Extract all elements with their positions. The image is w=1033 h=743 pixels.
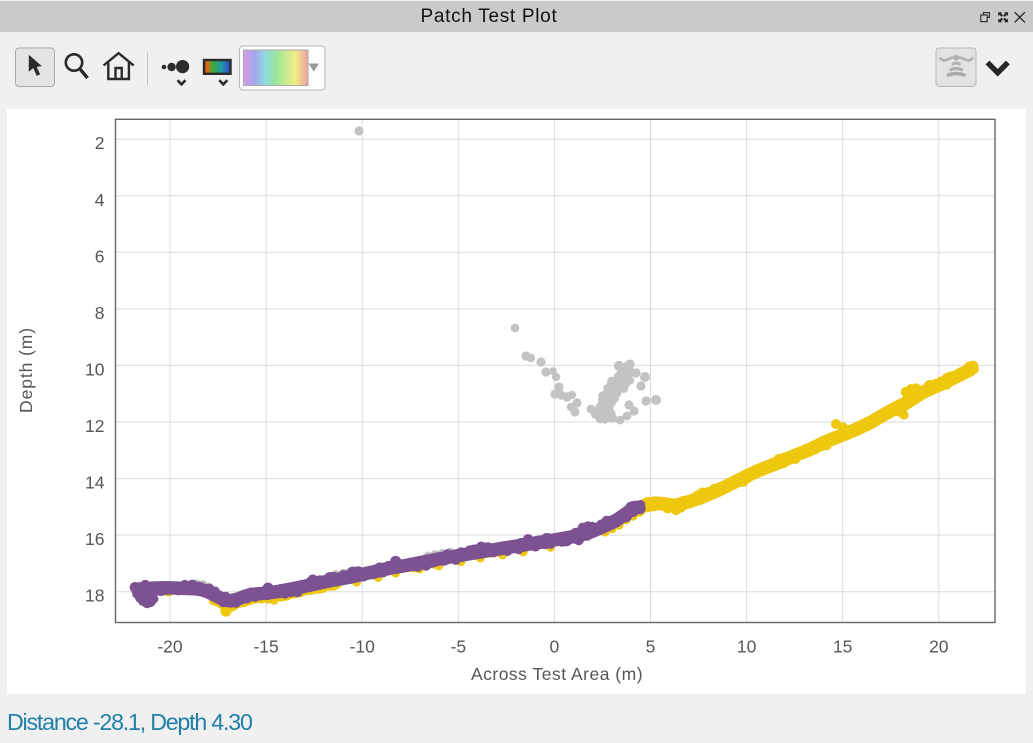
svg-text:10: 10: [737, 636, 757, 656]
svg-text:5: 5: [646, 636, 656, 656]
svg-text:2: 2: [95, 133, 105, 153]
svg-text:4: 4: [95, 190, 105, 210]
svg-text:8: 8: [95, 303, 105, 323]
svg-text:12: 12: [85, 416, 104, 436]
svg-text:18: 18: [85, 586, 104, 606]
svg-text:Depth (m): Depth (m): [16, 327, 36, 413]
svg-text:20: 20: [929, 636, 949, 656]
svg-text:Across Test Area (m): Across Test Area (m): [471, 664, 643, 684]
svg-text:14: 14: [85, 473, 105, 493]
svg-text:6: 6: [95, 246, 105, 266]
svg-text:10: 10: [85, 359, 105, 379]
svg-text:-15: -15: [253, 636, 278, 656]
svg-text:-20: -20: [157, 636, 183, 656]
svg-text:-5: -5: [451, 636, 467, 656]
svg-text:0: 0: [550, 636, 560, 656]
svg-text:16: 16: [85, 529, 104, 549]
svg-text:15: 15: [833, 636, 852, 656]
svg-text:-10: -10: [350, 636, 376, 656]
